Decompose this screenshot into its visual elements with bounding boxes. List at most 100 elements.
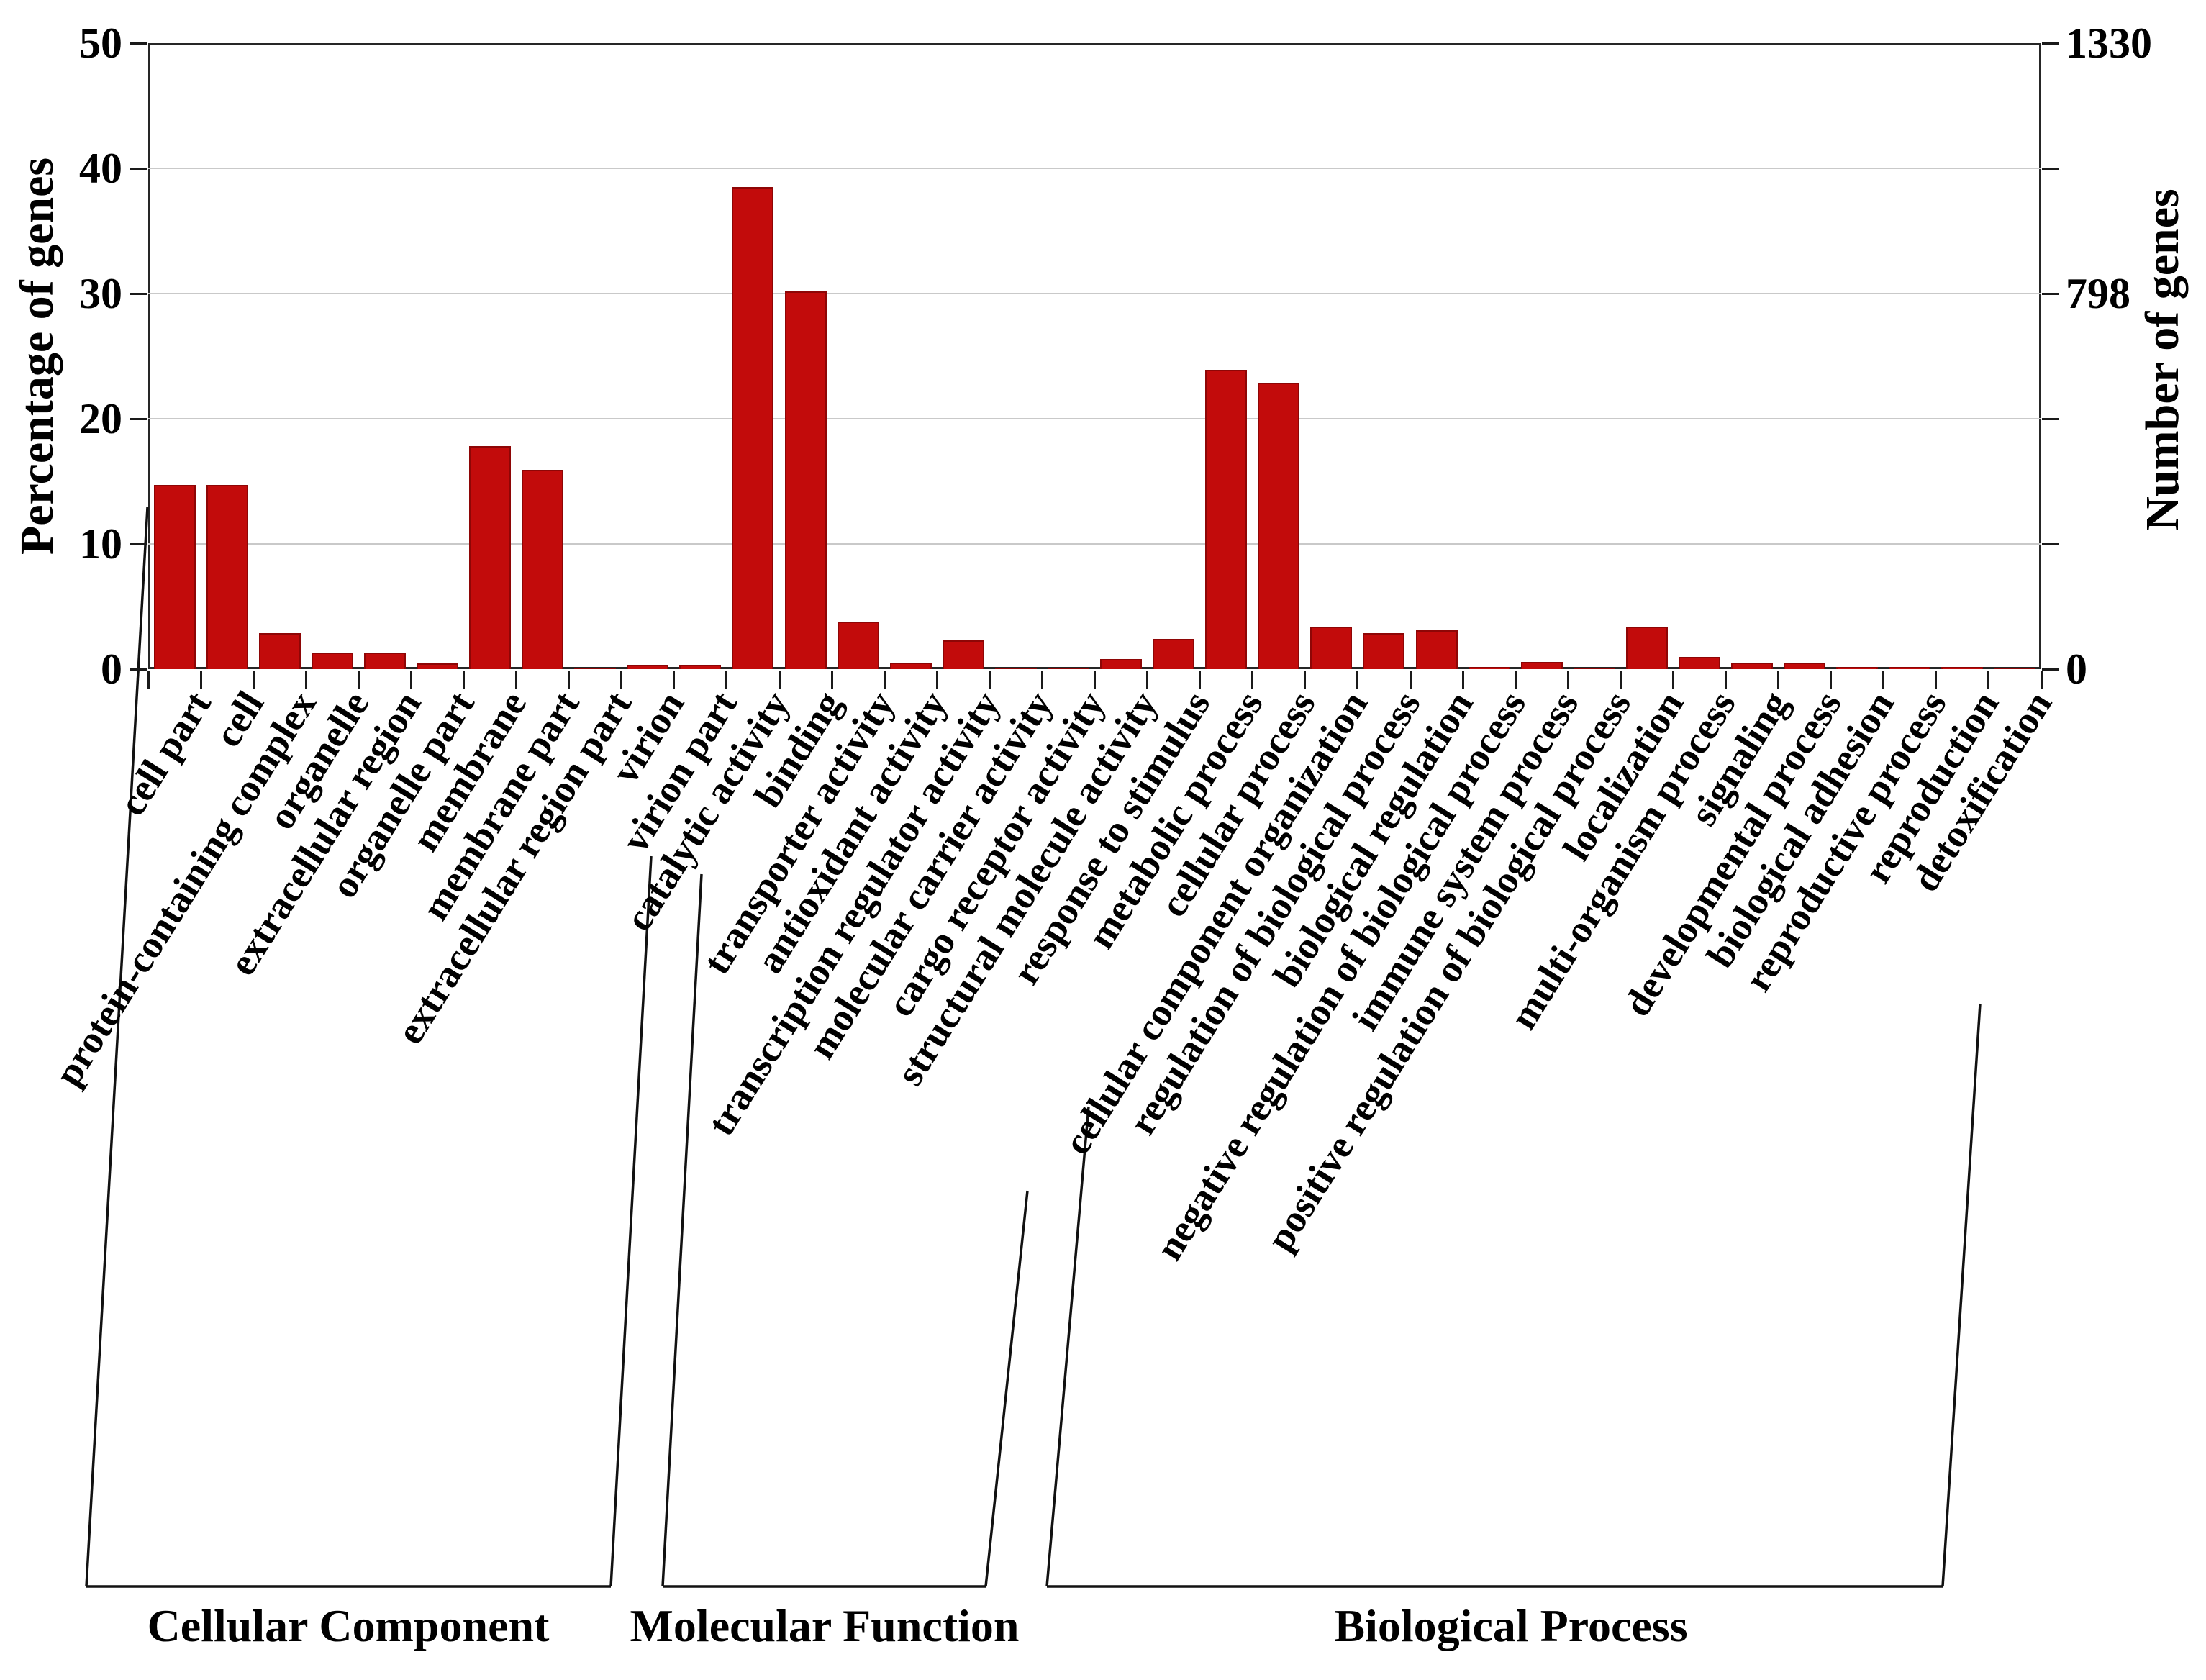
x-axis-tick [1304,671,1307,689]
bar [469,446,512,669]
bar [1784,663,1826,669]
bar [1520,662,1563,669]
x-axis-tick [988,671,991,689]
bar [522,470,564,669]
left-axis-tick-label: 20 [79,395,122,442]
x-axis-tick [778,671,781,689]
bar [1573,668,1615,669]
x-axis-tick [1040,671,1043,689]
x-axis-tick [883,671,886,689]
bar [574,668,617,669]
bar [1625,626,1668,669]
bar [258,632,301,669]
x-axis-tick [1199,671,1202,689]
x-axis-tick [304,671,307,689]
bar [1731,663,1774,669]
left-axis-tick-label: 30 [79,270,122,317]
y-axis-tick-right [2042,292,2059,295]
right-axis-tick-label: 798 [2066,270,2130,317]
x-axis-tick [1671,671,1674,689]
bar [416,663,458,669]
bar [1047,668,1089,669]
group-caption-biological-process: Biological Process [1334,1600,1688,1651]
y-axis-tick-left [130,167,147,170]
group-caption-cellular-component: Cellular Component [147,1600,550,1651]
y-axis-tick-right [2042,417,2059,420]
x-axis-tick [515,671,518,689]
gridline [148,418,2041,419]
bar [1994,668,2036,669]
y-axis-tick-right [2042,42,2059,45]
plot-area [148,43,2041,669]
bar [1258,382,1300,669]
x-axis-tick [1251,671,1254,689]
x-axis-tick [2040,671,2043,689]
left-axis-tick-label: 40 [79,145,122,192]
x-axis-tick [1619,671,1622,689]
x-axis-tick [1935,671,1938,689]
bar [153,485,196,669]
bar [1363,632,1405,669]
x-axis-tick [725,671,728,689]
bar [1153,639,1195,669]
x-axis-tick [830,671,833,689]
bar [1941,666,1984,669]
bar [1100,659,1143,669]
y-axis-tick-right [2042,668,2059,671]
right-axis-tick-label: 0 [2066,645,2087,693]
bar [363,653,406,669]
x-axis-tick [673,671,676,689]
left-axis-tick-label: 10 [79,520,122,568]
x-axis-tick [1830,671,1833,689]
bar [837,621,879,669]
gridline [148,168,2041,169]
x-axis-tick [1882,671,1885,689]
left-axis-tick-label: 0 [101,645,122,693]
bar [1415,630,1458,669]
x-axis-tick [568,671,571,689]
x-axis-tick [620,671,623,689]
group-caption-molecular-function: Molecular Function [630,1600,1020,1651]
x-axis-tick [1566,671,1569,689]
bar [942,640,984,669]
x-axis-tick [1409,671,1412,689]
x-axis-tick [357,671,360,689]
x-axis-tick [1777,671,1780,689]
y-axis-tick-left [130,542,147,545]
bar [994,668,1037,669]
x-axis-tick [1146,671,1149,689]
x-axis-tick [252,671,255,689]
bar [1468,667,1510,669]
x-axis-tick [463,671,465,689]
x-axis-tick [1356,671,1359,689]
y-axis-tick-left [130,668,147,671]
right-axis-tick-label: 1330 [2066,19,2152,67]
bar [1836,666,1879,669]
x-axis-tick [147,671,150,689]
y-axis-tick-right [2042,167,2059,170]
y-axis-tick-left [130,417,147,420]
y-axis-tick-left [130,292,147,295]
x-axis-tick [199,671,202,689]
bar [627,664,669,669]
bar [784,291,827,669]
bar [1205,370,1248,669]
x-axis-tick [1987,671,1990,689]
left-axis-title: Percentage of genes [11,157,63,555]
x-axis-tick [1094,671,1096,689]
left-axis-tick-label: 50 [79,19,122,67]
gridline [148,543,2041,545]
x-axis-tick [935,671,938,689]
gridline [148,293,2041,294]
x-axis-tick [409,671,412,689]
bar [889,663,932,669]
bar [311,653,353,669]
bar [206,485,248,669]
x-axis-tick [1514,671,1517,689]
bar [1310,626,1353,669]
y-axis-tick-right [2042,542,2059,545]
right-axis-title: Number of genes [2136,189,2189,531]
bar [679,664,722,669]
